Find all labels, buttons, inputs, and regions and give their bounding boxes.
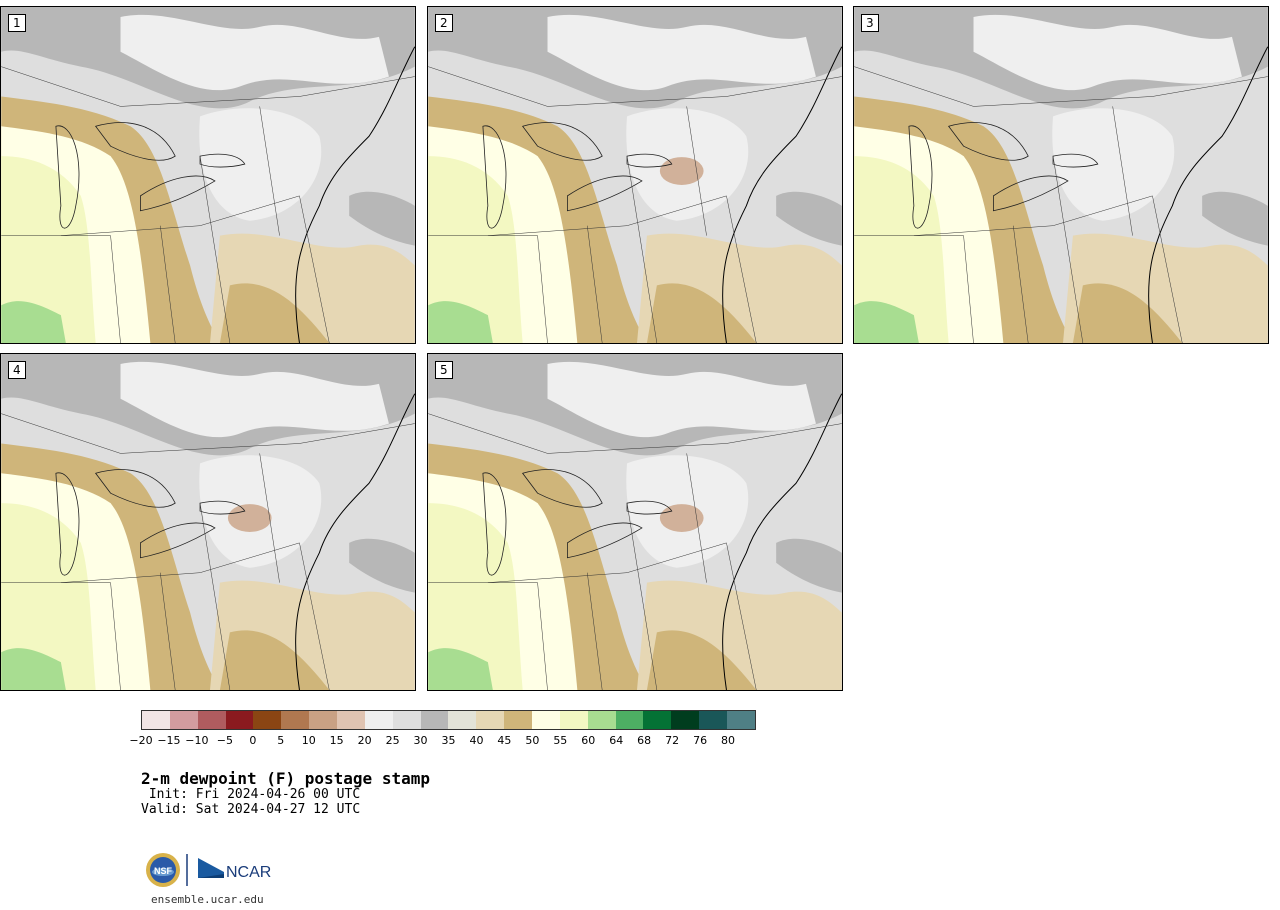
colorbar-tick-label: 68: [637, 734, 652, 747]
colorbar-swatch: [615, 711, 644, 729]
colorbar-swatch: [643, 711, 672, 729]
colorbar-swatch: [420, 711, 449, 729]
init-time: Init: Fri 2024-04-26 00 UTC: [141, 787, 361, 802]
map-panel-2: 2: [427, 6, 843, 344]
colorbar-swatch: [253, 711, 282, 729]
colorbar-tick-label: 72: [665, 734, 680, 747]
colorbar-tick-label: 35: [441, 734, 456, 747]
colorbar-swatch: [476, 711, 505, 729]
colorbar-swatch: [587, 711, 616, 729]
colorbar-tick-label: 0: [249, 734, 257, 747]
colorbar-tick-label: −5: [216, 734, 233, 747]
colorbar-swatch: [392, 711, 421, 729]
panel-label: 3: [861, 14, 879, 32]
colorbar-ticks: −20 −15 −10 −5 0 5 10 15 20 25 30 35 40 45 50 55 60 64 68 7…: [129, 734, 756, 748]
colorbar-swatch: [309, 711, 338, 729]
panel-label: 2: [435, 14, 453, 32]
dewpoint-map: [1, 354, 415, 690]
colorbar-tick-label: 60: [581, 734, 596, 747]
colorbar-tick-label: −10: [185, 734, 209, 747]
map-panel-5: 5: [427, 353, 843, 691]
colorbar-swatch: [281, 711, 310, 729]
colorbar-swatch: [448, 711, 477, 729]
dewpoint-map: [428, 7, 842, 343]
colorbar-tick-label: 25: [385, 734, 400, 747]
colorbar-tick-label: 30: [413, 734, 428, 747]
colorbar-tick-label: −20: [129, 734, 153, 747]
colorbar-swatch: [337, 711, 365, 729]
colorbar-swatch: [225, 711, 254, 729]
colorbar-swatch: [699, 711, 728, 729]
panel-label: 1: [8, 14, 26, 32]
colorbar: [141, 710, 756, 730]
colorbar-swatch: [197, 711, 226, 729]
colorbar-tick-label: 40: [469, 734, 484, 747]
colorbar-tick-label: 15: [329, 734, 344, 747]
colorbar-tick-label: −15: [157, 734, 181, 747]
valid-time: Valid: Sat 2024-04-27 12 UTC: [141, 802, 361, 817]
map-panel-4: 4: [0, 353, 416, 691]
colorbar-tick-label: 64: [609, 734, 624, 747]
colorbar-swatch: [364, 711, 393, 729]
colorbar-tick-label: 80: [721, 734, 736, 747]
panel-label: 4: [8, 361, 26, 379]
colorbar-swatch: [727, 711, 755, 729]
dewpoint-map: [428, 354, 842, 690]
colorbar-swatch: [142, 711, 170, 729]
colorbar-tick-label: 50: [525, 734, 540, 747]
svg-text:NSF: NSF: [154, 866, 173, 876]
colorbar-tick-label: 10: [301, 734, 316, 747]
colorbar-tick-label: 76: [693, 734, 708, 747]
colorbar-tick-label: 5: [277, 734, 285, 747]
map-panel-1: 1: [0, 6, 416, 344]
dewpoint-map: [1, 7, 415, 343]
colorbar-swatch: [559, 711, 588, 729]
colorbar-tick-label: 45: [497, 734, 512, 747]
nsf-ncar-logo: NSF NCAR: [146, 853, 271, 887]
svg-text:NCAR: NCAR: [226, 864, 271, 881]
colorbar-swatch: [504, 711, 533, 729]
colorbar-swatch: [671, 711, 700, 729]
nsf-seal-icon: NSF: [146, 853, 180, 887]
colorbar-tick-label: 55: [553, 734, 568, 747]
colorbar-swatch: [532, 711, 560, 729]
panel-label: 5: [435, 361, 453, 379]
footer-url: ensemble.ucar.edu: [151, 893, 264, 906]
colorbar-tick-label: 20: [357, 734, 372, 747]
map-panel-3: 3: [853, 6, 1269, 344]
dewpoint-map: [854, 7, 1268, 343]
ncar-icon: NCAR: [198, 858, 271, 881]
colorbar-swatch: [169, 711, 198, 729]
plot-title: 2-m dewpoint (F) postage stamp: [141, 769, 430, 788]
